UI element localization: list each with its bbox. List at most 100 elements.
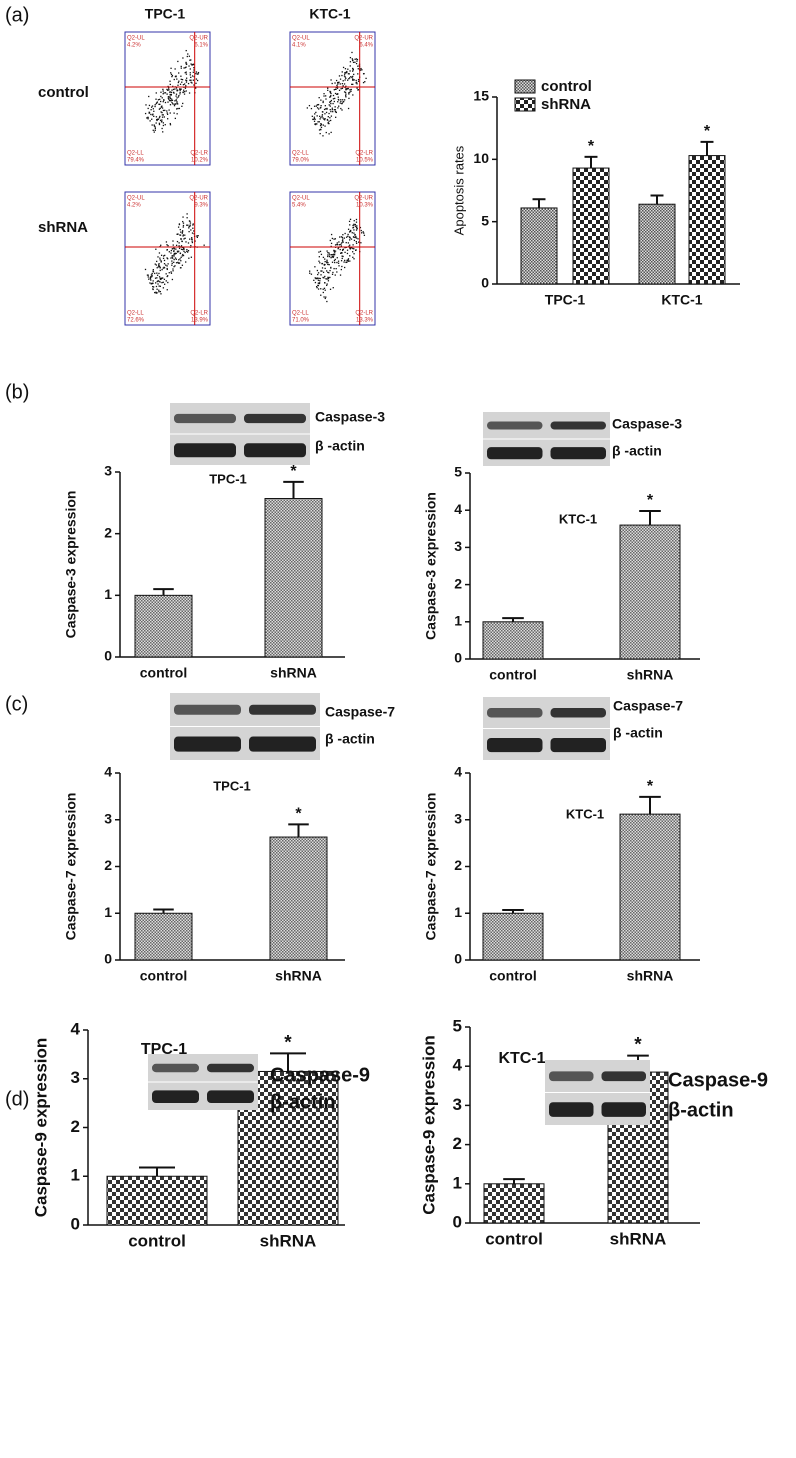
chart-title: KTC-1: [566, 806, 604, 821]
panel-label: (d): [5, 1088, 29, 1110]
western-blot: [170, 403, 310, 465]
error-bar: [639, 509, 661, 526]
chart-title: KTC-1: [498, 1050, 545, 1067]
quadrant-percent: 4.1%: [292, 43, 306, 49]
quadrant-label: Q2-LR: [190, 311, 208, 317]
blot-label: β -actin: [612, 443, 662, 459]
error-bar: [153, 588, 174, 596]
y-tick-label: 2: [104, 857, 112, 873]
quadrant-percent: 79.0%: [292, 158, 310, 164]
significance-mark: *: [588, 138, 595, 155]
blot-label: β-actin: [270, 1091, 336, 1113]
y-tick-label: 5: [481, 212, 489, 228]
x-tick-label: shRNA: [610, 1229, 667, 1248]
y-axis-label: Caspase-9 expression: [419, 1035, 438, 1215]
quadrant-percent: 6.4%: [359, 43, 373, 49]
x-tick-label: KTC-1: [661, 292, 702, 308]
y-tick-label: 1: [454, 613, 462, 629]
quadrant-label: Q2-UR: [354, 196, 373, 202]
blot-label: Caspase-3: [612, 416, 682, 432]
chart-title: TPC-1: [141, 1041, 187, 1058]
error-bar: [700, 140, 714, 156]
y-tick-label: 5: [453, 1016, 462, 1035]
error-bar: [503, 1178, 525, 1184]
quadrant-label: Q2-LR: [190, 151, 208, 157]
chart: 0 1 2 3 4 Caspase-9 expression TPC-1 control shR…: [31, 1019, 370, 1250]
error-bar: [139, 1166, 175, 1177]
quadrant-label: Q2-LL: [292, 311, 309, 317]
quadrant-label: Q2-UR: [189, 196, 208, 202]
significance-mark: *: [284, 1032, 292, 1053]
y-tick-label: 10: [473, 150, 489, 166]
chart-title: TPC-1: [209, 471, 247, 486]
y-tick-label: 15: [473, 88, 489, 104]
chart: 0 1 2 3 4 5 Caspase-3 expression KTC-1 control sh…: [423, 412, 700, 683]
error-bar: [639, 795, 661, 815]
western-blot: [148, 1054, 258, 1110]
panel-label: (b): [5, 381, 29, 403]
quadrant-percent: 79.4%: [127, 158, 145, 164]
bar: [134, 594, 193, 658]
quadrant-percent: 6.1%: [194, 43, 208, 49]
significance-mark: *: [634, 1035, 642, 1056]
legend-swatch: [514, 79, 536, 94]
quadrant-percent: 10.2%: [191, 158, 209, 164]
chart-title: KTC-1: [559, 511, 597, 526]
y-tick-label: 0: [454, 951, 462, 967]
quadrant-label: Q2-LL: [127, 151, 144, 157]
error-bar: [502, 617, 524, 622]
quadrant-label: Q2-LL: [127, 311, 144, 317]
quadrant-label: Q2-LR: [355, 151, 373, 157]
quadrant-percent: 13.3%: [356, 318, 374, 324]
x-tick-label: shRNA: [627, 968, 674, 984]
bar: [520, 207, 558, 285]
quadrant-label: Q2-UL: [127, 36, 145, 42]
western-blot: [483, 697, 610, 760]
column-label: TPC-1: [145, 6, 186, 22]
chart: 0 1 2 3 Caspase-3 expression TPC-1 control shRN…: [63, 403, 385, 681]
western-blot: [170, 693, 320, 760]
quadrant-label: Q2-LR: [355, 311, 373, 317]
chart: 0 1 2 3 4 Caspase-7 expression TPC-1 control shR…: [63, 693, 395, 984]
error-bar: [584, 155, 598, 169]
x-tick-label: shRNA: [270, 665, 317, 681]
y-tick-label: 4: [71, 1019, 81, 1038]
plot-frame: [289, 31, 376, 166]
bar: [483, 1183, 545, 1224]
quadrant-percent: 4.2%: [127, 203, 141, 209]
x-tick-label: control: [128, 1231, 186, 1250]
y-tick-label: 1: [454, 904, 462, 920]
y-axis-label: Apoptosis rates: [451, 145, 466, 235]
x-tick-label: control: [489, 667, 536, 683]
y-tick-label: 0: [71, 1214, 80, 1233]
y-tick-label: 3: [454, 538, 462, 554]
blot-label: β -actin: [315, 438, 365, 454]
panel-label: (c): [5, 693, 28, 715]
quadrant-percent: 13.9%: [191, 318, 209, 324]
x-tick-label: control: [489, 968, 536, 984]
bar: [264, 498, 323, 658]
y-tick-label: 3: [104, 463, 112, 479]
significance-mark: *: [295, 806, 302, 823]
column-label: KTC-1: [309, 6, 350, 22]
legend-label: shRNA: [541, 96, 591, 113]
x-tick-label: TPC-1: [545, 292, 586, 308]
bar: [619, 524, 681, 660]
error-bar: [502, 908, 524, 914]
y-tick-label: 4: [454, 501, 462, 517]
blot-label: Caspase-7: [613, 698, 683, 714]
error-bar: [153, 908, 174, 914]
panel-label: (a): [5, 4, 29, 26]
western-blot: [545, 1060, 650, 1125]
error-bar: [283, 480, 304, 499]
y-tick-label: 1: [453, 1173, 462, 1192]
quadrant-label: Q2-UL: [292, 196, 310, 202]
bar: [688, 155, 726, 285]
x-tick-label: control: [485, 1229, 543, 1248]
y-axis-label: Caspase-3 expression: [423, 492, 439, 640]
quadrant-label: Q2-UL: [292, 36, 310, 42]
x-tick-label: shRNA: [275, 968, 322, 984]
